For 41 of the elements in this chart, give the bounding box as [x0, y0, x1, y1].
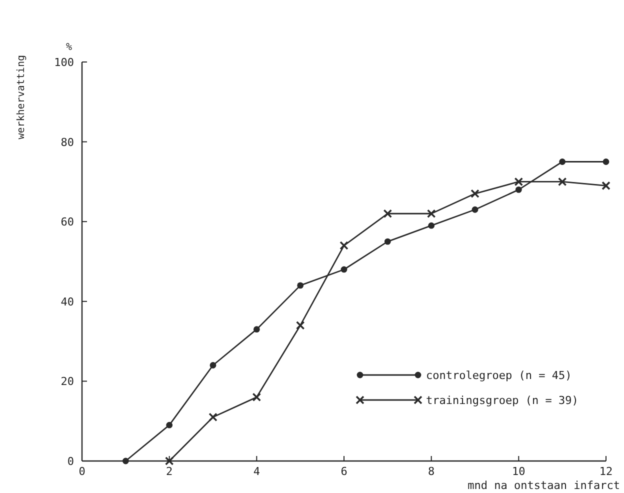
point	[340, 241, 348, 250]
legend-label: trainingsgroep (n = 39)	[426, 394, 578, 407]
y-axis-title: werkhervatting	[16, 55, 27, 140]
y-tick-label: 100	[54, 56, 74, 69]
x-tick-label: 0	[78, 465, 86, 478]
x-tick-label: 10	[512, 465, 526, 478]
point	[122, 458, 129, 464]
point	[602, 181, 610, 190]
point	[515, 186, 522, 193]
point	[559, 158, 566, 165]
point	[166, 422, 173, 428]
x-tick-label: 12	[599, 465, 613, 478]
text: %	[66, 42, 72, 53]
point	[514, 177, 524, 186]
x-tick-label: 8	[428, 465, 435, 478]
point	[252, 392, 262, 402]
legend-label: controlegroep (n = 45)	[426, 369, 572, 382]
point	[208, 412, 218, 422]
x-tick-label: 2	[166, 465, 173, 478]
point	[470, 189, 480, 198]
point	[253, 326, 260, 333]
y-tick-label: 60	[60, 216, 74, 229]
point	[602, 158, 610, 165]
point	[426, 209, 436, 218]
point	[428, 222, 435, 229]
point	[296, 320, 305, 330]
y-tick-label: 40	[60, 295, 74, 308]
point	[383, 209, 392, 218]
point	[472, 206, 478, 213]
point	[210, 362, 216, 368]
point	[384, 238, 391, 245]
x-tick-label: 6	[340, 465, 348, 478]
point	[297, 282, 304, 289]
y-tick-label: 20	[60, 375, 74, 388]
point	[558, 177, 567, 186]
x-axis-title: mnd na ontstaan infarct	[468, 479, 620, 492]
y-tick-label: 80	[60, 136, 74, 149]
y-tick-label: 0	[67, 455, 74, 468]
point	[164, 456, 174, 466]
point	[340, 266, 348, 273]
x-tick-label: 4	[253, 465, 260, 478]
